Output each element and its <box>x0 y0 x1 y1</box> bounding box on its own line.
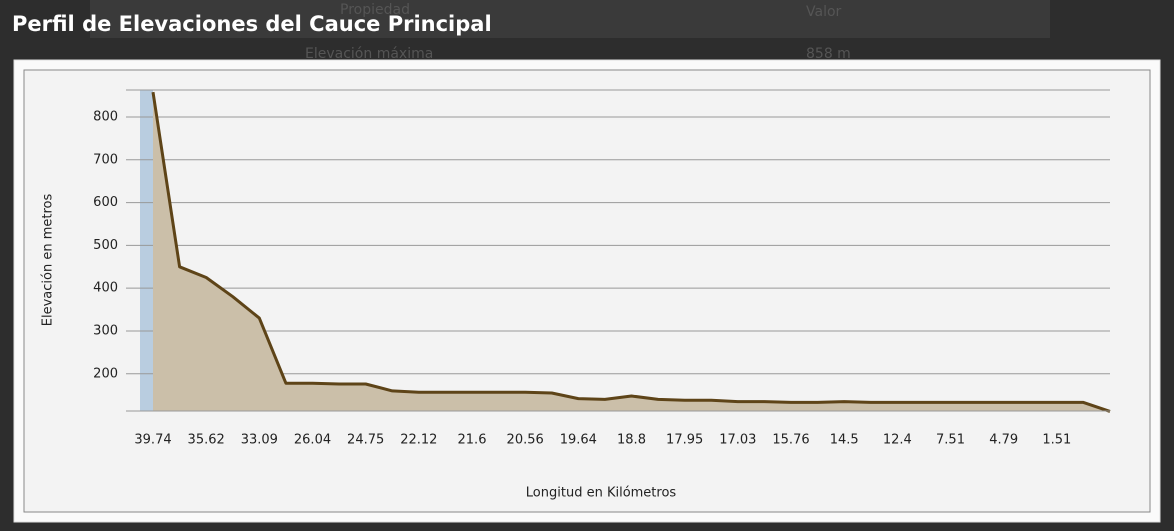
y-tick-label: 400 <box>93 281 118 296</box>
bg-cell: 858 m <box>806 46 851 62</box>
x-tick-label: 24.75 <box>347 433 384 448</box>
x-tick-label: 18.8 <box>617 433 646 448</box>
bg-header: Propiedad <box>340 2 410 18</box>
y-tick-label: 500 <box>93 238 118 253</box>
y-tick-label: 600 <box>93 195 118 210</box>
y-axis-label: Elevación en metros <box>41 194 56 327</box>
x-tick-label: 22.12 <box>400 433 437 448</box>
highlight-band <box>140 90 153 411</box>
x-tick-label: 14.5 <box>830 433 859 448</box>
x-tick-label: 17.03 <box>719 433 756 448</box>
x-tick-label: 1.51 <box>1042 433 1071 448</box>
background-table-header <box>90 0 1050 38</box>
x-tick-label: 19.64 <box>560 433 597 448</box>
y-tick-label: 800 <box>93 109 118 124</box>
bg-header: Valor <box>806 4 842 20</box>
y-tick-label: 700 <box>93 152 118 167</box>
x-tick-label: 33.09 <box>241 433 278 448</box>
x-tick-label: 20.56 <box>507 433 544 448</box>
x-tick-label: 4.79 <box>989 433 1018 448</box>
x-tick-label: 21.6 <box>458 433 487 448</box>
y-tick-label: 200 <box>93 366 118 381</box>
x-tick-label: 12.4 <box>883 433 912 448</box>
x-tick-label: 7.51 <box>936 433 965 448</box>
x-tick-label: 35.62 <box>188 433 225 448</box>
x-tick-label: 17.95 <box>666 433 703 448</box>
x-tick-label: 15.76 <box>772 433 809 448</box>
bg-cell: Elevación máxima <box>305 46 433 62</box>
y-tick-label: 300 <box>93 323 118 338</box>
x-axis-label: Longitud en Kilómetros <box>526 486 677 501</box>
area-fill <box>153 92 1110 412</box>
x-tick-label: 26.04 <box>294 433 331 448</box>
chart-title: Perfil de Elevaciones del Cauce Principa… <box>12 12 492 36</box>
line <box>151 91 1111 413</box>
plot: 200 300 400 500 600 700 800 39.74 35.62 33.09 26.0… <box>93 89 1111 448</box>
x-tick-label: 39.74 <box>134 433 171 448</box>
